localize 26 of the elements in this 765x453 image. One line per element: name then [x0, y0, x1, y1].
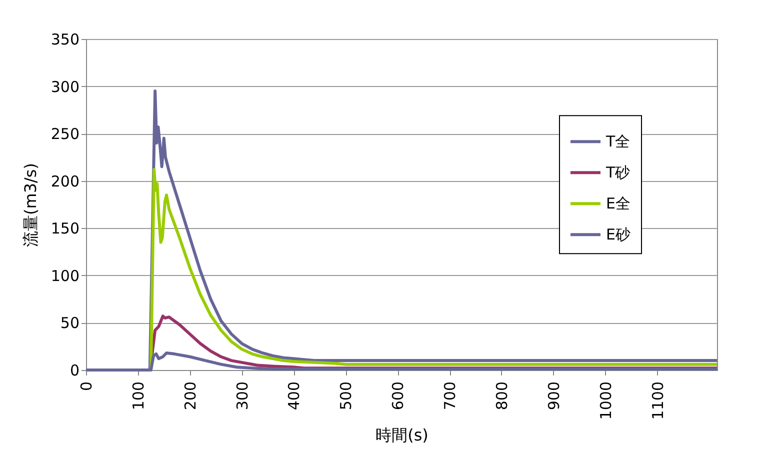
y-tick-label: 250: [50, 125, 80, 144]
x-tick-label: 700: [441, 382, 460, 410]
legend-label: E全: [606, 194, 630, 213]
y-tick-label: 150: [50, 220, 80, 238]
x-tick-label: 1100: [648, 382, 667, 420]
y-tick-label: 0: [70, 362, 80, 380]
x-tick-label: 200: [181, 382, 200, 410]
x-tick-label: 1000: [596, 382, 615, 420]
legend-label: T全: [605, 132, 630, 151]
legend-label: E砂: [606, 226, 630, 244]
y-tick-label: 100: [50, 266, 80, 285]
x-tick-label: 300: [233, 382, 252, 410]
legend-label: T砂: [605, 164, 630, 182]
x-tick-label: 400: [285, 382, 304, 410]
x-tick-label: 0: [78, 382, 96, 392]
x-axis-title: 時間(s): [376, 426, 428, 445]
x-tick-label: 800: [492, 382, 511, 410]
y-tick-label: 200: [50, 172, 80, 190]
x-tick-label: 600: [389, 382, 408, 410]
y-tick-label: 50: [60, 314, 80, 332]
y-tick-label: 350: [50, 30, 80, 48]
y-tick-label: 300: [50, 78, 80, 96]
x-tick-label: 500: [337, 382, 356, 410]
x-tick-label: 900: [544, 382, 563, 410]
y-axis-title: 流量(m3/s): [20, 163, 40, 247]
x-tick-label: 100: [129, 382, 148, 410]
